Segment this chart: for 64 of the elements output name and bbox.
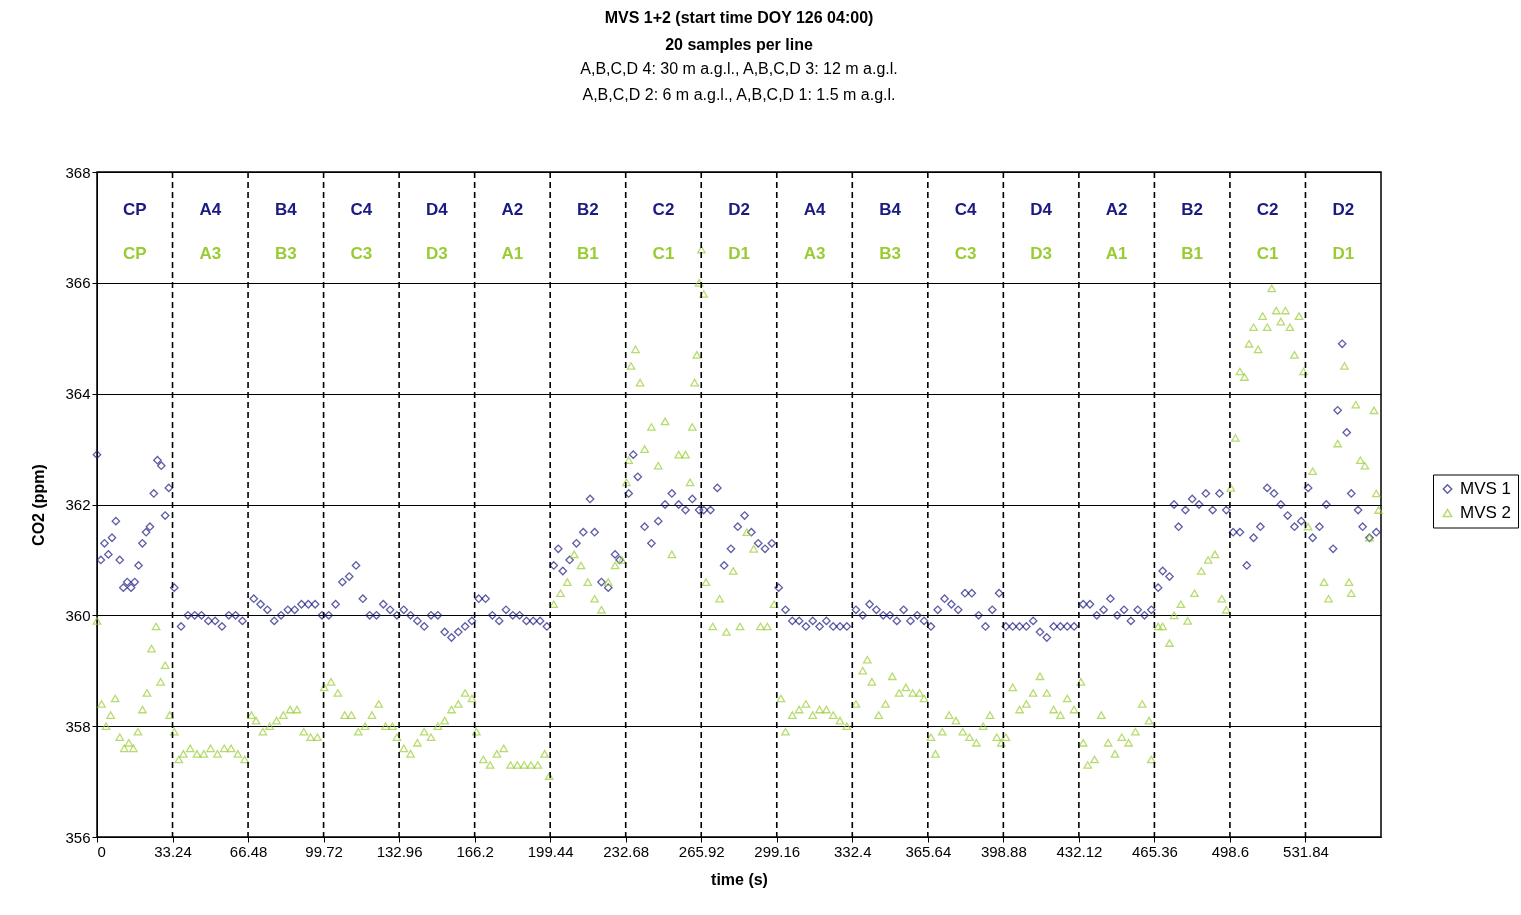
annotation: B4	[274, 200, 298, 219]
x-tick-label: 332.4	[834, 842, 872, 860]
annotation: A4	[803, 200, 826, 219]
annotation: D2	[728, 200, 750, 219]
annotation: B4	[879, 200, 902, 219]
x-axis-title: time (s)	[711, 870, 768, 888]
annotation: C3	[954, 244, 977, 263]
y-tick-label: 364	[65, 385, 91, 403]
y-tick-label: 362	[65, 496, 91, 513]
annotation: C4	[954, 200, 977, 219]
x-tick-label: 432.12	[1056, 842, 1103, 860]
annotation: A4	[199, 200, 222, 219]
annotation: A3	[199, 244, 222, 263]
annotation: B3	[274, 244, 297, 263]
legend-label: MVS 1	[1460, 479, 1512, 498]
y-tick-label: 358	[65, 717, 91, 735]
y-tick-label: 356	[65, 828, 91, 846]
annotation: C2	[652, 200, 675, 219]
y-axis-title: CO2 (ppm)	[30, 464, 48, 546]
x-tick-label: 0	[97, 842, 106, 860]
y-tick-label: 368	[65, 163, 91, 181]
x-tick-label: 465.36	[1131, 842, 1178, 860]
annotation: A1	[501, 244, 524, 263]
x-tick-label: 232.68	[603, 842, 650, 860]
annotation: D2	[1332, 200, 1355, 219]
x-tick-label: 299.16	[754, 842, 801, 860]
x-tick-label: 99.72	[305, 842, 343, 860]
annotation: B3	[879, 244, 901, 263]
y-tick-label: 366	[65, 274, 91, 292]
x-tick-label: 498.6	[1211, 842, 1250, 860]
annotation: CP	[122, 200, 147, 219]
chart-subtitle: A,B,C,D 4: 30 m a.g.l., A,B,C,D 3: 12 m a.g.l. A,B,C,D 2: 6 m a.g.l., A,B,C,D 1: 1.5 m a.g.l.	[580, 60, 898, 103]
annotation: D1	[1332, 244, 1355, 263]
annotation: D1	[728, 244, 750, 263]
annotation: CP	[122, 244, 147, 263]
annotation: B1	[1181, 244, 1204, 263]
x-tick-label: 531.84	[1283, 842, 1329, 860]
annotation: C2	[1256, 200, 1279, 219]
annotation: B2	[1181, 200, 1204, 219]
annotation: C1	[652, 244, 675, 263]
annotation: B1	[577, 244, 599, 263]
x-tick-label: 365.64	[905, 842, 952, 860]
annotation: D3	[426, 244, 448, 263]
annotation: A2	[1105, 200, 1128, 219]
x-tick-label: 132.96	[376, 842, 423, 860]
legend-label: MVS 2	[1460, 503, 1512, 522]
x-tick-label: 199.44	[527, 842, 574, 860]
x-tick-label: 33.24	[154, 842, 192, 860]
annotation: D4	[426, 200, 449, 219]
annotation: C1	[1256, 244, 1279, 263]
x-tick-label: 166.2	[456, 842, 494, 860]
annotation: A3	[803, 244, 826, 263]
annotation: C4	[350, 200, 373, 219]
annotation: C3	[350, 244, 373, 263]
annotation: B2	[577, 200, 599, 219]
annotation: D4	[1030, 200, 1053, 219]
chart-title: MVS 1+2 (start time DOY 126 04:00) 20 samples per line	[604, 9, 874, 53]
x-tick-label: 265.92	[678, 842, 725, 860]
annotation: A1	[1105, 244, 1128, 263]
annotation: A2	[501, 200, 524, 219]
x-tick-label: 398.88	[980, 842, 1027, 860]
x-tick-label: 66.48	[229, 842, 268, 860]
annotation: D3	[1030, 244, 1052, 263]
y-tick-label: 360	[65, 606, 91, 624]
